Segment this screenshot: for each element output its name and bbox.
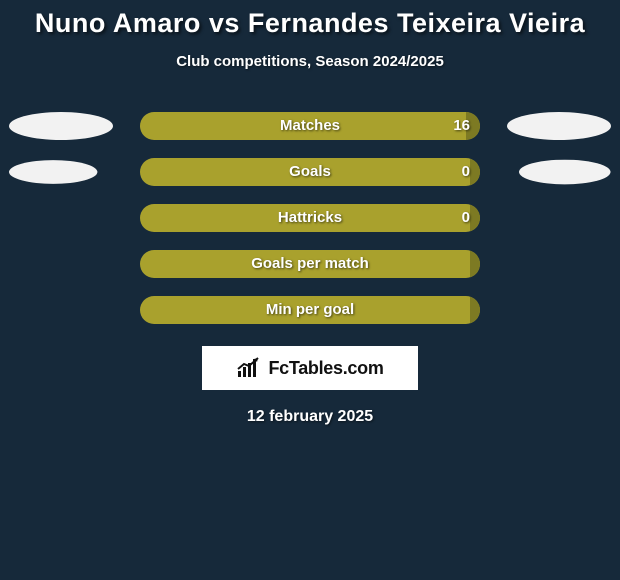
stat-bar	[140, 296, 480, 324]
brand-box: FcTables.com	[202, 346, 418, 390]
stat-row: Goals per match	[0, 250, 620, 278]
date-text: 12 february 2025	[0, 408, 620, 426]
stat-bar-right-fill	[470, 204, 480, 232]
subtitle: Club competitions, Season 2024/2025	[0, 53, 620, 70]
stat-bar	[140, 158, 480, 186]
stat-row: Matches16	[0, 112, 620, 140]
stat-bar-right-fill	[466, 112, 480, 140]
player-avatar-right	[506, 111, 612, 141]
comparison-card: Nuno Amaro vs Fernandes Teixeira Vieira …	[0, 0, 620, 580]
brand-icon	[236, 357, 262, 379]
stat-bar-right-fill	[470, 296, 480, 324]
stat-row: Min per goal	[0, 296, 620, 324]
stat-rows: Matches16 Goals0 Hattricks0 Goals per match…	[0, 112, 620, 324]
player-avatar-right	[518, 159, 612, 186]
stat-bar	[140, 112, 480, 140]
stat-row: Hattricks0	[0, 204, 620, 232]
page-title: Nuno Amaro vs Fernandes Teixeira Vieira	[0, 0, 620, 39]
stat-bar	[140, 250, 480, 278]
stat-bar	[140, 204, 480, 232]
stat-bar-right-fill	[470, 158, 480, 186]
brand-text: FcTables.com	[268, 358, 383, 379]
player-avatar-left	[8, 111, 114, 141]
player-avatar-left	[8, 159, 98, 185]
stat-bar-right-fill	[470, 250, 480, 278]
stat-row: Goals0	[0, 158, 620, 186]
